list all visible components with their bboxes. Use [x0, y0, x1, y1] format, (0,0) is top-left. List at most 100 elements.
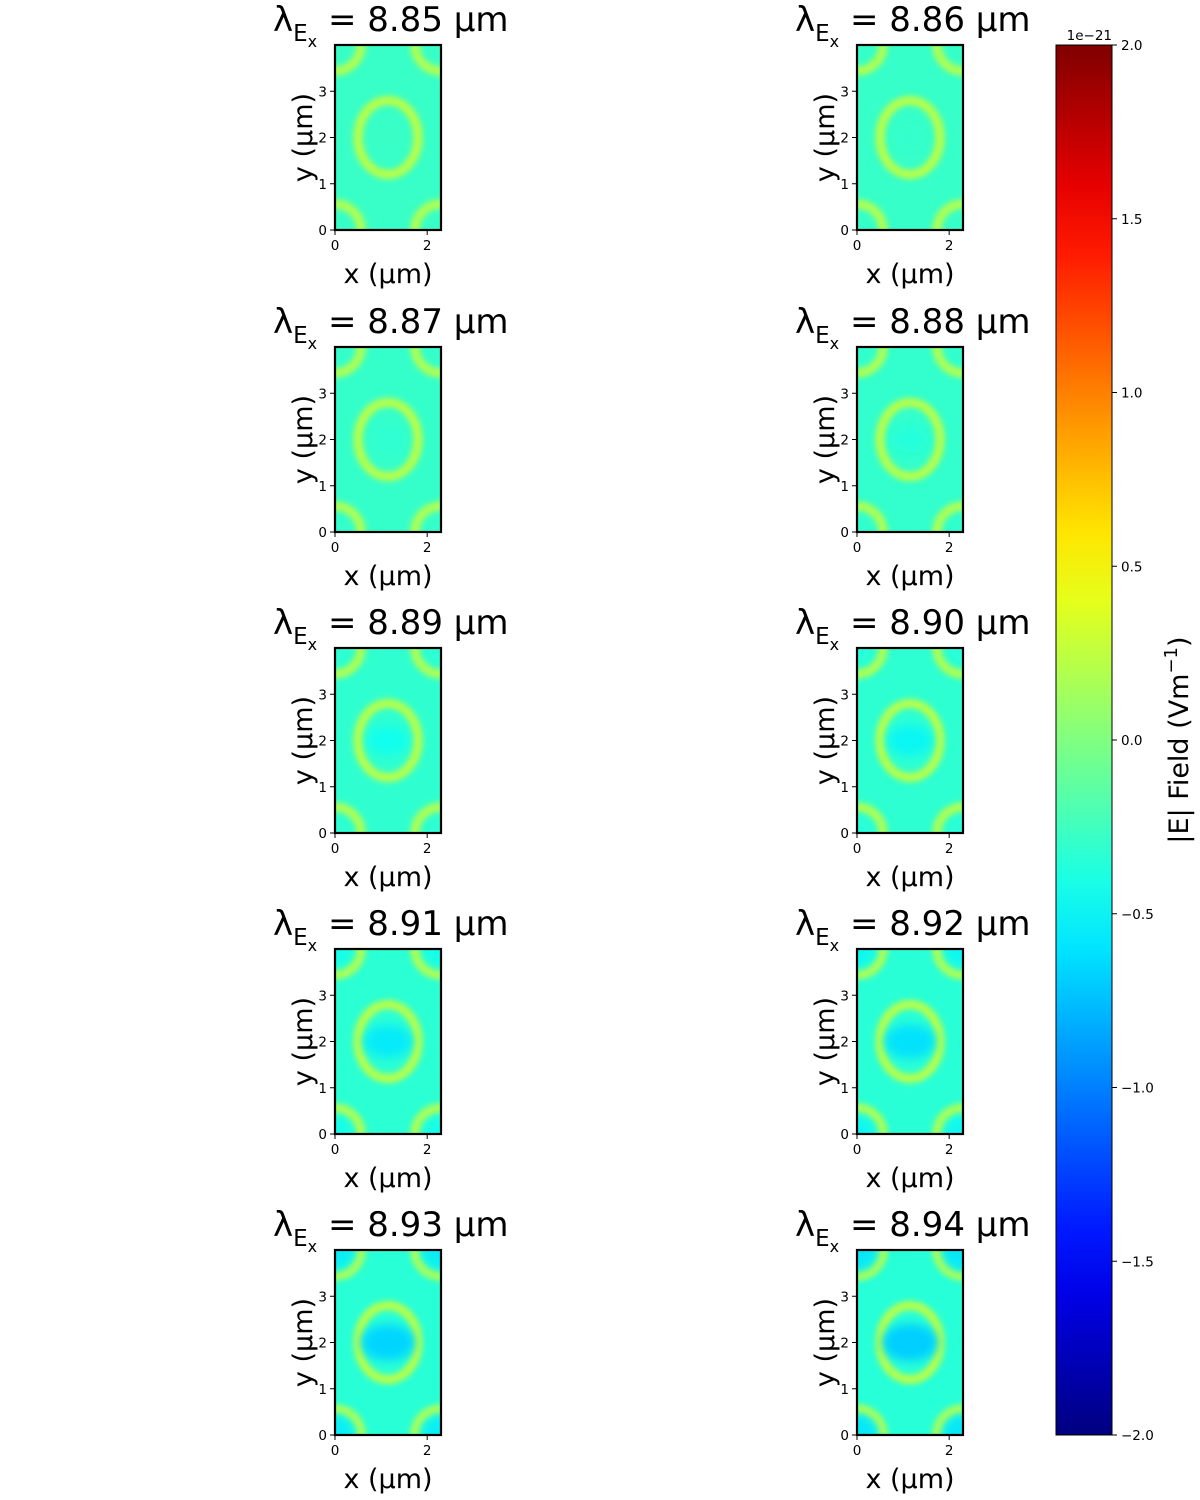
field-center-dip: [894, 126, 926, 149]
field-panel-5: 0 1 2 3 0 2 x (µm) y (µm) λEx = 8.89 µm: [273, 603, 509, 893]
y-axis-label: y (µm): [810, 93, 841, 182]
field-heatmap: [335, 347, 441, 532]
field-corner-dip: [421, 1415, 441, 1435]
panel-title: λEx = 8.87 µm: [273, 302, 509, 353]
x-tick-label: 0: [331, 1443, 340, 1459]
colorbar-label: |E| Field (Vm−1): [1161, 636, 1195, 843]
field-heatmap: [335, 648, 441, 833]
x-tick-label: 2: [945, 1142, 954, 1158]
field-corner-dip: [857, 1250, 878, 1271]
field-heatmap: [335, 1250, 441, 1435]
y-tick-label: 2: [840, 1035, 849, 1051]
panel-title: λEx = 8.92 µm: [795, 904, 1031, 955]
y-axis-label: y (µm): [288, 696, 319, 785]
colorbar-tick-label: 1.5: [1121, 212, 1142, 228]
x-axis-label: x (µm): [865, 259, 954, 290]
y-tick-label: 3: [840, 84, 849, 100]
field-corner-dip: [952, 521, 963, 532]
field-corner-dip: [335, 1117, 352, 1134]
colorbar-tick-label: 2.0: [1121, 38, 1142, 54]
field-corner-dip: [335, 347, 345, 357]
field-ring: [353, 1000, 423, 1083]
field-corner-dip: [954, 45, 963, 54]
field-corner-dip: [945, 1116, 963, 1134]
field-panel-1: 0 1 2 3 0 2 x (µm) y (µm) λEx = 8.85 µm: [273, 0, 509, 290]
field-ring: [353, 699, 423, 782]
y-tick-label: 2: [840, 131, 849, 147]
x-axis-label: x (µm): [343, 862, 432, 893]
x-tick-label: 2: [423, 841, 432, 857]
field-center-dip: [887, 725, 933, 756]
field-panel-4: 0 1 2 3 0 2 x (µm) y (µm) λEx = 8.88 µm: [795, 302, 1031, 592]
y-tick-label: 3: [318, 84, 327, 100]
y-axis-label: y (µm): [810, 997, 841, 1086]
field-heatmap: [857, 347, 963, 532]
field-corner-dip: [949, 819, 963, 833]
y-tick-label: 2: [318, 131, 327, 147]
field-center-dip: [374, 127, 402, 148]
field-center-dip: [366, 726, 410, 755]
field-heatmap: [857, 648, 963, 833]
colorbar-gradient: [1056, 45, 1112, 1435]
x-axis-label: x (µm): [343, 259, 432, 290]
field-corner-dip: [949, 648, 963, 662]
field-corner-dip: [857, 347, 868, 358]
field-corner-dip: [431, 522, 441, 532]
colorbar-tick-label: −0.5: [1121, 907, 1154, 923]
field-corner-dip: [431, 347, 441, 357]
y-tick-label: 1: [840, 1382, 849, 1398]
field-corner-dip: [857, 819, 871, 833]
y-tick-label: 3: [840, 386, 849, 402]
field-panel-10: 0 1 2 3 0 2 x (µm) y (µm) λEx = 8.94 µm: [795, 1205, 1031, 1495]
colorbar-tick-label: −1.0: [1121, 1081, 1154, 1097]
field-corner-dip: [857, 949, 875, 967]
field-corner-dip: [335, 522, 345, 532]
field-corner-dip: [428, 648, 441, 661]
x-tick-label: 0: [853, 841, 862, 857]
field-heatmap: [335, 45, 441, 230]
x-axis-label: x (µm): [865, 1163, 954, 1194]
y-tick-label: 2: [840, 734, 849, 750]
x-tick-label: 2: [945, 841, 954, 857]
colorbar-tick-label: 1.0: [1121, 386, 1142, 402]
y-axis-label: y (µm): [288, 93, 319, 182]
y-axis-label: y (µm): [288, 997, 319, 1086]
field-corner-dip: [335, 1250, 355, 1270]
field-panel-8: 0 1 2 3 0 2 x (µm) y (µm) λEx = 8.92 µm: [795, 904, 1031, 1194]
y-tick-label: 0: [318, 1127, 327, 1143]
y-tick-label: 0: [840, 826, 849, 842]
colorbar: −2.0 −1.5 −1.0 −0.5 0.0 0.5 1.0 1.5 2.0 1e−21 |E| …: [1055, 28, 1195, 1444]
field-center-dip: [361, 1324, 415, 1361]
x-axis-label: x (µm): [343, 1464, 432, 1495]
colorbar-exponent: 1e−21: [1067, 28, 1112, 44]
field-corner-dip: [945, 949, 963, 967]
y-tick-label: 3: [318, 1289, 327, 1305]
x-tick-label: 2: [423, 1443, 432, 1459]
field-corner-dip: [857, 1116, 875, 1134]
y-tick-label: 0: [840, 223, 849, 239]
field-corner-dip: [424, 1117, 441, 1134]
y-tick-label: 3: [840, 687, 849, 703]
x-tick-label: 0: [331, 1142, 340, 1158]
y-tick-label: 1: [318, 479, 327, 495]
field-corner-dip: [952, 347, 963, 358]
y-tick-label: 2: [318, 433, 327, 449]
field-panel-6: 0 1 2 3 0 2 x (µm) y (µm) λEx = 8.90 µm: [795, 603, 1031, 893]
field-center-dip: [891, 426, 929, 453]
x-tick-label: 2: [423, 540, 432, 556]
field-corner-dip: [335, 648, 348, 661]
y-tick-label: 0: [840, 525, 849, 541]
colorbar-tick-label: 0.0: [1121, 733, 1142, 749]
y-tick-label: 2: [840, 433, 849, 449]
field-corner-dip: [335, 820, 348, 833]
field-corner-dip: [424, 949, 441, 966]
x-tick-label: 0: [331, 238, 340, 254]
x-tick-label: 2: [945, 238, 954, 254]
x-tick-label: 0: [853, 1443, 862, 1459]
y-tick-label: 0: [318, 826, 327, 842]
field-corner-dip: [857, 521, 868, 532]
field-corner-dip: [432, 45, 441, 54]
x-axis-label: x (µm): [865, 1464, 954, 1495]
y-tick-label: 2: [318, 1336, 327, 1352]
